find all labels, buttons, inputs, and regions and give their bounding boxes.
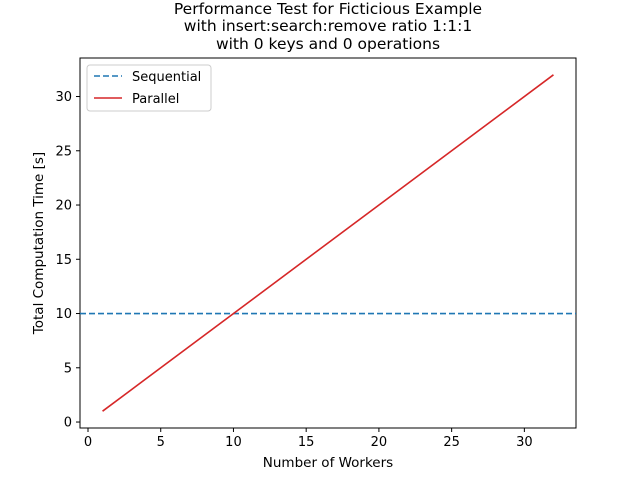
y-axis-label: Total Computation Time [s] bbox=[31, 152, 47, 335]
plot-area-frame bbox=[79, 57, 577, 429]
chart-title-line-3: with 0 keys and 0 operations bbox=[216, 35, 440, 53]
y-tick-label: 15 bbox=[55, 253, 72, 268]
y-tick-label: 5 bbox=[64, 361, 72, 376]
x-tick-label: 10 bbox=[225, 435, 242, 450]
series-layer bbox=[80, 74, 576, 412]
series-line-parallel bbox=[102, 74, 554, 412]
x-tick-label: 5 bbox=[157, 435, 165, 450]
y-tick-label: 20 bbox=[55, 199, 72, 214]
x-axis-ticks: 0 5 10 15 20 25 30 bbox=[84, 428, 533, 450]
y-tick-label: 25 bbox=[55, 144, 72, 159]
x-tick-label: 30 bbox=[516, 435, 533, 450]
x-tick-label: 0 bbox=[84, 435, 92, 450]
chart-title-line-1: Performance Test for Ficticious Example bbox=[174, 0, 482, 18]
legend-label-parallel: Parallel bbox=[132, 92, 179, 107]
chart-title-line-2: with insert:search:remove ratio 1:1:1 bbox=[184, 17, 472, 35]
y-tick-label: 30 bbox=[55, 90, 72, 105]
y-axis-ticks: 0 5 10 15 20 25 30 bbox=[55, 90, 80, 431]
legend: Sequential Parallel bbox=[86, 64, 212, 112]
legend-label-sequential: Sequential bbox=[132, 70, 201, 85]
y-tick-label: 10 bbox=[55, 307, 72, 322]
x-axis-label: Number of Workers bbox=[263, 455, 393, 471]
chart-title: Performance Test for Ficticious Example … bbox=[174, 0, 482, 53]
x-tick-label: 25 bbox=[443, 435, 460, 450]
x-tick-label: 15 bbox=[298, 435, 315, 450]
x-tick-label: 20 bbox=[371, 435, 388, 450]
y-tick-label: 0 bbox=[64, 416, 72, 431]
